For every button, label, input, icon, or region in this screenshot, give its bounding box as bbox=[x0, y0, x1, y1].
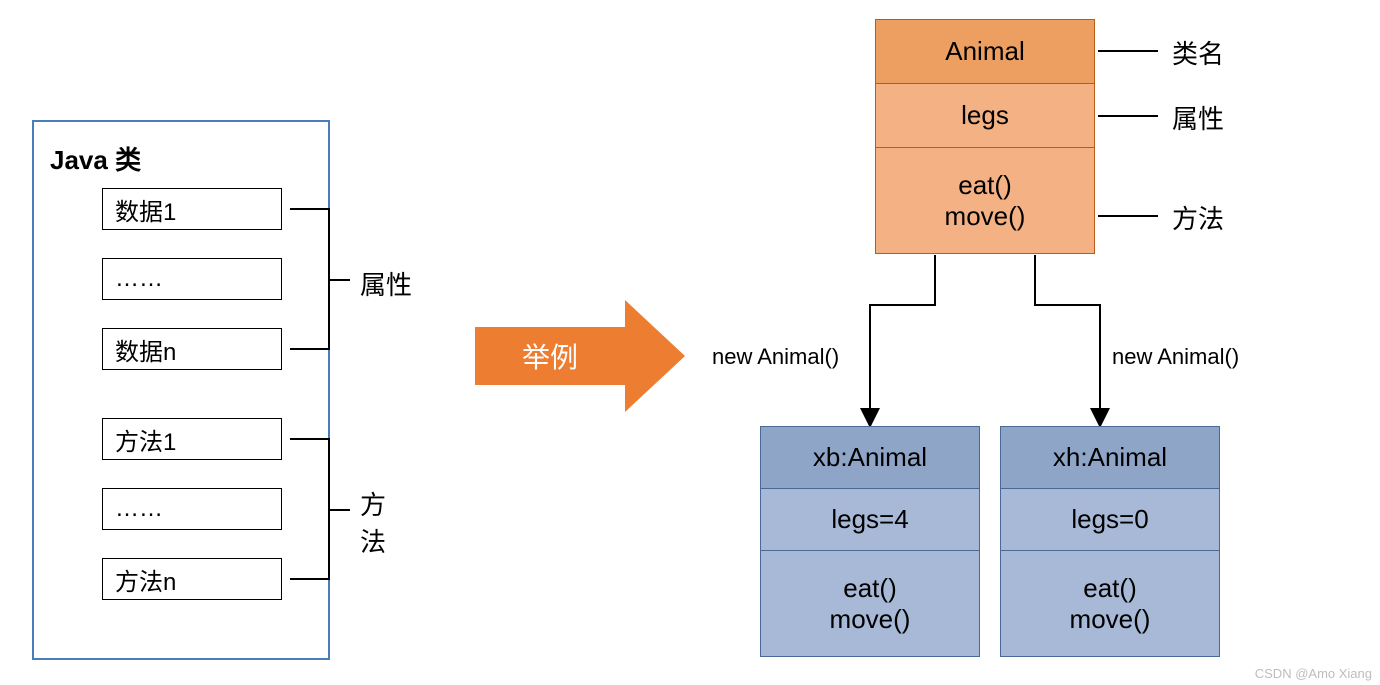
animal-class-name: Animal bbox=[876, 20, 1094, 84]
new-label-right: new Animal() bbox=[1112, 344, 1239, 370]
example-arrow-head bbox=[625, 300, 685, 412]
animal-class-box: Animal legs eat() move() bbox=[875, 19, 1095, 254]
instance-method: eat() bbox=[1083, 573, 1136, 604]
method-row: 方法1 bbox=[102, 418, 282, 460]
animal-method: eat() bbox=[958, 170, 1011, 201]
new-label-left: new Animal() bbox=[712, 344, 839, 370]
animal-class-methods: eat() move() bbox=[876, 148, 1094, 253]
instance-xb-box: xb:Animal legs=4 eat() move() bbox=[760, 426, 980, 657]
instance-method: move() bbox=[830, 604, 911, 635]
bracket-attributes bbox=[290, 208, 330, 350]
instance-xh-attr: legs=0 bbox=[1001, 489, 1219, 551]
bracket-label-attr: 属性 bbox=[360, 265, 412, 302]
animal-class-attr: legs bbox=[876, 84, 1094, 148]
anno-text-method: 方法 bbox=[1172, 199, 1224, 236]
instance-xb-name: xb:Animal bbox=[761, 427, 979, 489]
anno-line-classname bbox=[1098, 50, 1158, 52]
anno-text-classname: 类名 bbox=[1172, 34, 1224, 71]
example-arrow-body: 举例 bbox=[475, 327, 625, 385]
watermark: CSDN @Amo Xiang bbox=[1255, 666, 1372, 681]
data-row: …… bbox=[102, 258, 282, 300]
anno-line-attribute bbox=[1098, 115, 1158, 117]
instance-method: eat() bbox=[843, 573, 896, 604]
instance-xb-attr: legs=4 bbox=[761, 489, 979, 551]
data-row: 数据1 bbox=[102, 188, 282, 230]
animal-method: move() bbox=[945, 201, 1026, 232]
instance-xh-name: xh:Animal bbox=[1001, 427, 1219, 489]
method-row: …… bbox=[102, 488, 282, 530]
instance-xh-box: xh:Animal legs=0 eat() move() bbox=[1000, 426, 1220, 657]
anno-text-attribute: 属性 bbox=[1172, 99, 1224, 136]
data-row: 数据n bbox=[102, 328, 282, 370]
instance-xh-methods: eat() move() bbox=[1001, 551, 1219, 656]
instance-xb-methods: eat() move() bbox=[761, 551, 979, 656]
bracket-methods bbox=[290, 438, 330, 580]
instance-method: move() bbox=[1070, 604, 1151, 635]
anno-line-method bbox=[1098, 215, 1158, 217]
bracket-label-method: 方 法 bbox=[360, 485, 386, 559]
java-title: Java 类 bbox=[50, 140, 141, 177]
method-row: 方法n bbox=[102, 558, 282, 600]
